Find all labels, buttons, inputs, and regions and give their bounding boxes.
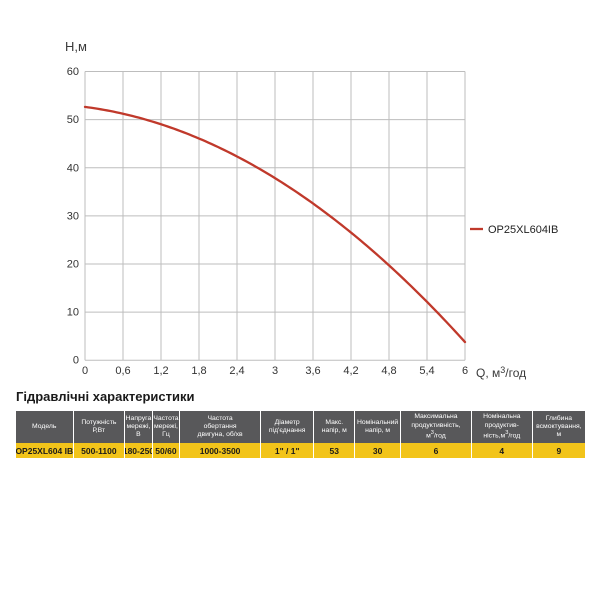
svg-text:1,8: 1,8 — [191, 365, 206, 377]
svg-text:0,6: 0,6 — [115, 365, 130, 377]
svg-text:6: 6 — [462, 365, 468, 377]
svg-text:OP25XL604IB: OP25XL604IB — [488, 224, 558, 236]
svg-text:Q, м3/год: Q, м3/год — [476, 365, 526, 380]
svg-text:0: 0 — [82, 365, 88, 377]
svg-text:50: 50 — [67, 114, 79, 126]
svg-text:10: 10 — [67, 307, 79, 319]
svg-text:H,м: H,м — [65, 39, 87, 54]
svg-text:4,2: 4,2 — [343, 365, 358, 377]
svg-text:3: 3 — [272, 365, 278, 377]
svg-text:5,4: 5,4 — [419, 365, 434, 377]
svg-text:20: 20 — [67, 259, 79, 271]
svg-text:4,8: 4,8 — [381, 365, 396, 377]
svg-text:2,4: 2,4 — [229, 365, 244, 377]
svg-text:60: 60 — [67, 66, 79, 78]
svg-text:30: 30 — [67, 210, 79, 222]
svg-text:40: 40 — [67, 162, 79, 174]
svg-text:1,2: 1,2 — [153, 365, 168, 377]
svg-text:0: 0 — [73, 355, 79, 367]
svg-text:3,6: 3,6 — [305, 365, 320, 377]
